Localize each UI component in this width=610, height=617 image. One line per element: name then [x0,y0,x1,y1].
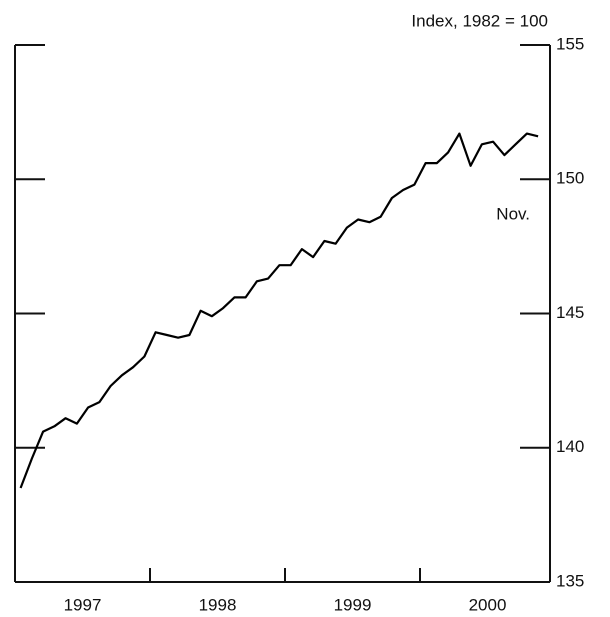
y-tick-label: 150 [556,169,584,188]
series-line [19,132,539,489]
annotation: Nov. [496,204,530,223]
x-tick-label: 1999 [334,595,372,614]
y-axis-label: Index, 1982 = 100 [411,11,548,30]
x-tick-label: 1997 [64,595,102,614]
y-tick-label: 135 [556,571,584,590]
y-tick-label: 145 [556,303,584,322]
x-tick-label: 2000 [469,595,507,614]
x-tick-label: 1998 [199,595,237,614]
y-tick-label: 155 [556,34,584,53]
y-tick-label: 140 [556,437,584,456]
